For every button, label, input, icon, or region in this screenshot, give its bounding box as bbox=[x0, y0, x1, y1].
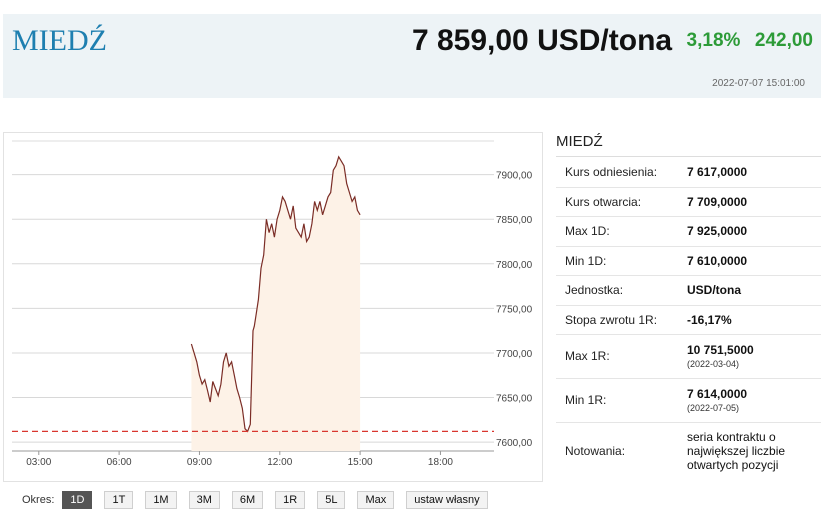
info-key: Min 1R: bbox=[556, 378, 687, 423]
info-row-max-1r: Max 1R: 10 751,5000 (2022-03-04) bbox=[556, 334, 821, 379]
info-key: Kurs otwarcia: bbox=[556, 187, 687, 217]
info-key: Max 1R: bbox=[556, 334, 687, 379]
period-button-1t[interactable]: 1T bbox=[104, 491, 134, 509]
info-value: seria kontraktu o największej liczbie ot… bbox=[687, 430, 786, 473]
info-key: Kurs odniesienia: bbox=[556, 157, 687, 188]
y-tick-label: 7650,00 bbox=[496, 394, 533, 405]
period-button-1d[interactable]: 1D bbox=[62, 491, 93, 509]
period-button-1m[interactable]: 1M bbox=[145, 491, 177, 509]
info-row-unit: Jednostka: USD/tona bbox=[556, 275, 821, 306]
x-tick-label: 09:00 bbox=[187, 457, 212, 468]
info-value: 10 751,5000 bbox=[687, 343, 754, 357]
info-value: 7 925,0000 bbox=[687, 216, 821, 247]
price-chart[interactable]: 7600,00 7650,00 7700,00 7750,00 7800,00 7850,… bbox=[3, 132, 543, 482]
period-button-max[interactable]: Max bbox=[357, 491, 395, 509]
period-button-6m[interactable]: 6M bbox=[231, 491, 264, 509]
info-key: Min 1D: bbox=[556, 246, 687, 276]
info-title: MIEDŹ bbox=[556, 132, 821, 157]
info-value-cell: 7 614,0000 (2022-07-05) bbox=[687, 378, 821, 423]
info-value-cell: 10 751,5000 (2022-03-04) bbox=[687, 334, 821, 379]
y-tick-label: 7700,00 bbox=[496, 349, 533, 360]
y-tick-label: 7600,00 bbox=[496, 438, 533, 449]
quote-header: MIEDŹ 7 859,00 USD/tona 3,18% 242,00 202… bbox=[3, 14, 821, 98]
info-value: 7 614,0000 bbox=[687, 387, 748, 401]
period-button-3m[interactable]: 3M bbox=[188, 491, 220, 509]
x-tick-label: 06:00 bbox=[107, 457, 132, 468]
y-tick-label: 7900,00 bbox=[496, 171, 533, 182]
info-value: 7 617,0000 bbox=[687, 157, 821, 188]
period-button-custom[interactable]: ustaw własny bbox=[406, 491, 488, 509]
info-table: Kurs odniesienia: 7 617,0000 Kurs otwarc… bbox=[556, 157, 821, 480]
y-tick-label: 7750,00 bbox=[496, 304, 533, 315]
series-line bbox=[190, 155, 361, 433]
info-key: Jednostka: bbox=[556, 275, 687, 306]
series-area bbox=[191, 156, 361, 452]
info-date: (2022-03-04) bbox=[687, 359, 740, 369]
info-value: 7 709,0000 bbox=[687, 187, 821, 217]
y-tick-label: 7850,00 bbox=[496, 215, 533, 226]
info-key: Stopa zwrotu 1R: bbox=[556, 305, 687, 335]
x-tick-label: 12:00 bbox=[267, 457, 292, 468]
period-label: Okres: bbox=[22, 494, 55, 506]
x-tick-label: 18:00 bbox=[428, 457, 453, 468]
info-row-max-1d: Max 1D: 7 925,0000 bbox=[556, 216, 821, 247]
quote-timestamp: 2022-07-07 15:01:00 bbox=[712, 78, 805, 89]
info-row-open: Kurs otwarcia: 7 709,0000 bbox=[556, 187, 821, 217]
instrument-info-panel: MIEDŹ Kurs odniesienia: 7 617,0000 Kurs … bbox=[556, 132, 821, 480]
info-key: Max 1D: bbox=[556, 216, 687, 247]
current-price: 7 859,00 USD/tona bbox=[411, 24, 673, 57]
period-button-1r[interactable]: 1R bbox=[275, 491, 306, 509]
info-key: Notowania: bbox=[565, 444, 626, 459]
info-row-min-1r: Min 1R: 7 614,0000 (2022-07-05) bbox=[556, 378, 821, 423]
info-value: USD/tona bbox=[687, 275, 821, 306]
info-value: 7 610,0000 bbox=[687, 246, 821, 276]
info-row-return-1r: Stopa zwrotu 1R: -16,17% bbox=[556, 305, 821, 335]
y-tick-label: 7800,00 bbox=[496, 260, 533, 271]
change-percent: 3,18% bbox=[686, 30, 741, 51]
period-selector: Okres: 1D 1T 1M 3M 6M 1R 5L Max ustaw wł… bbox=[22, 490, 500, 510]
info-row-quotation: Notowania: seria kontraktu o największej… bbox=[556, 422, 821, 480]
x-tick-label: 03:00 bbox=[26, 457, 51, 468]
price-block: 7 859,00 USD/tona 3,18% 242,00 bbox=[412, 24, 813, 58]
instrument-title: MIEDŹ bbox=[12, 24, 107, 57]
change-absolute: 242,00 bbox=[754, 30, 813, 51]
info-row-reference: Kurs odniesienia: 7 617,0000 bbox=[556, 157, 821, 188]
chart-svg[interactable]: 7600,00 7650,00 7700,00 7750,00 7800,00 7850,… bbox=[4, 133, 542, 481]
period-button-5l[interactable]: 5L bbox=[317, 491, 346, 509]
info-date: (2022-07-05) bbox=[687, 403, 740, 413]
info-value: -16,17% bbox=[687, 305, 821, 335]
x-tick-label: 15:00 bbox=[348, 457, 373, 468]
info-row-min-1d: Min 1D: 7 610,0000 bbox=[556, 246, 821, 276]
